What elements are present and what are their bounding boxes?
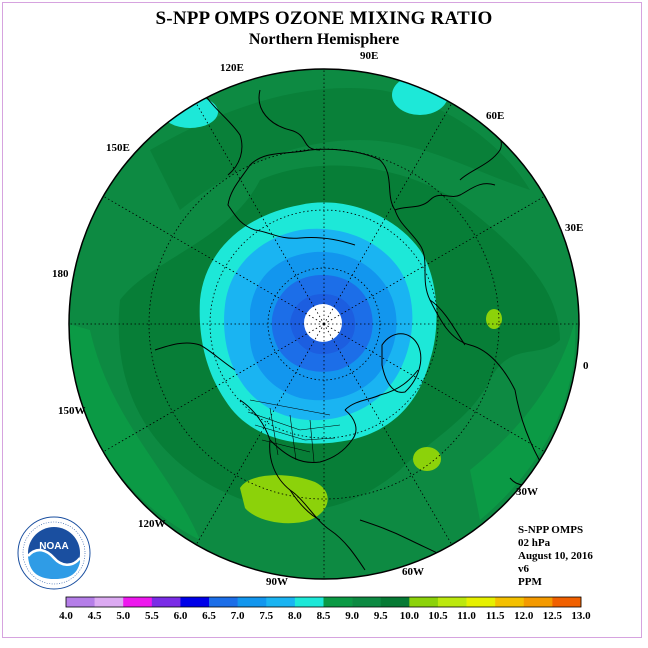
colorbar-swatch	[123, 597, 153, 607]
lon-label-120w: 120W	[138, 518, 166, 530]
lon-label-150e: 150E	[106, 142, 130, 154]
ozone-patch-9-5-c	[486, 309, 502, 329]
colorbar-tick-label: 12.5	[543, 610, 563, 622]
product-info: S-NPP OMPS 02 hPa August 10, 2016 v6 PPM	[518, 524, 593, 589]
colorbar-swatch	[94, 597, 124, 607]
colorbar-swatch	[352, 597, 382, 607]
political-boundaries	[247, 399, 341, 463]
colorbar-tick-label: 4.0	[59, 610, 73, 622]
ozone-patch-9-5-b	[413, 447, 441, 471]
colorbar-tick-label: 6.0	[174, 610, 188, 622]
colorbar-tick-label: 11.0	[457, 610, 476, 622]
colorbar-tick-label: 10.5	[428, 610, 448, 622]
lon-label-0: 0	[583, 360, 589, 372]
lon-label-150w: 150W	[58, 405, 86, 417]
noaa-logo-icon: NOAA	[17, 516, 91, 590]
colorbar-swatch	[523, 597, 553, 607]
colorbar-swatch	[495, 597, 525, 607]
lon-label-90w: 90W	[266, 576, 288, 588]
colorbar-tick-label: 9.5	[374, 610, 388, 622]
colorbar-tick-label: 5.0	[116, 610, 130, 622]
info-date: August 10, 2016	[518, 550, 593, 562]
ozone-band-8-0-west	[69, 324, 200, 540]
lon-label-60w: 60W	[402, 566, 424, 578]
colorbar-tick-label: 13.0	[571, 610, 591, 622]
colorbar-swatch	[294, 597, 324, 607]
colorbar-swatch	[180, 597, 210, 607]
colorbar-swatch	[151, 597, 181, 607]
map-subtitle: Northern Hemisphere	[248, 31, 400, 48]
ozone-band-9-0-north	[150, 88, 530, 210]
colorbar-swatch	[66, 597, 95, 607]
colorbar-tick-label: 10.0	[400, 610, 420, 622]
colorbar-swatch	[437, 597, 467, 607]
ozone-patch-9-5-a	[240, 475, 328, 524]
colorbar-swatch	[380, 597, 410, 607]
colorbar-tick-label: 7.5	[259, 610, 273, 622]
info-units: PPM	[518, 576, 542, 588]
map-title: S-NPP OMPS OZONE MIXING RATIO	[155, 8, 493, 29]
map-border	[68, 68, 580, 580]
colorbar-tick-label: 8.5	[317, 610, 331, 622]
lon-label-60e: 60E	[486, 110, 505, 122]
colorbar-tick-label: 11.5	[486, 610, 505, 622]
noaa-logo-text: NOAA	[39, 541, 68, 552]
colorbar-tick-label: 4.5	[88, 610, 102, 622]
info-level: 02 hPa	[518, 537, 551, 549]
colorbar-swatch	[237, 597, 267, 607]
colorbar-tick-label: 12.0	[514, 610, 534, 622]
colorbar-swatch	[266, 597, 296, 607]
colorbar-tick-label: 8.0	[288, 610, 302, 622]
colorbar-tick-label: 7.0	[231, 610, 245, 622]
lon-label-120e: 120E	[220, 62, 244, 74]
colorbar-swatch	[466, 597, 496, 607]
figure-frame	[2, 2, 642, 638]
info-instrument: S-NPP OMPS	[518, 524, 584, 536]
colorbar-swatch	[209, 597, 238, 607]
colorbar-tick-label: 9.0	[345, 610, 359, 622]
colorbar-swatch	[552, 597, 582, 607]
colorbar-tick-label: 5.5	[145, 610, 159, 622]
colorbar-swatch	[323, 597, 353, 607]
colorbar-tick-label: 6.5	[202, 610, 216, 622]
lon-label-90e: 90E	[360, 50, 379, 62]
info-version: v6	[518, 563, 529, 575]
lon-label-30e: 30E	[565, 222, 584, 234]
lon-label-30w: 30W	[516, 486, 538, 498]
lon-label-180: 180	[52, 268, 69, 280]
colorbar-outline	[65, 596, 582, 608]
colorbar-swatch	[409, 597, 439, 607]
meridian-lines	[69, 69, 579, 579]
